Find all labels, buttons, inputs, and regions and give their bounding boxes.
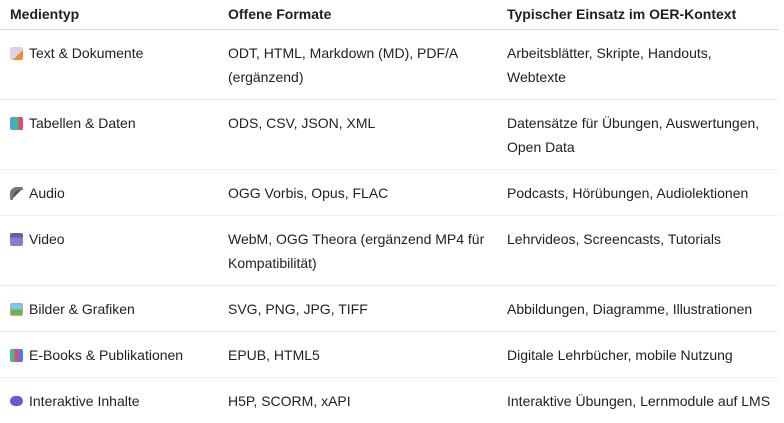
media-type: Interaktive Inhalte <box>29 393 140 409</box>
usage-cell: Digitale Lehrbücher, mobile Nutzung <box>497 332 778 378</box>
formats-cell: WebM, OGG Theora (ergänzend MP4 für Komp… <box>218 216 497 286</box>
usage-cell: Interaktive Übungen, Lernmodule auf LMS <box>497 378 778 423</box>
memo-icon <box>10 47 23 60</box>
formats-cell: ODS, CSV, JSON, XML <box>218 100 497 170</box>
table-row: Tabellen & Daten ODS, CSV, JSON, XML Dat… <box>0 100 778 170</box>
table-row: Audio OGG Vorbis, Opus, FLAC Podcasts, H… <box>0 170 778 216</box>
media-type: Audio <box>29 185 65 201</box>
microphone-icon <box>10 187 23 200</box>
media-type-cell: Video <box>0 216 218 286</box>
formats-cell: OGG Vorbis, Opus, FLAC <box>218 170 497 216</box>
media-type-cell: Text & Dokumente <box>0 30 218 100</box>
formats-cell: ODT, HTML, Markdown (MD), PDF/A (ergänze… <box>218 30 497 100</box>
media-type-cell: E-Books & Publikationen <box>0 332 218 378</box>
media-type: Bilder & Grafiken <box>29 301 135 317</box>
media-type-cell: Bilder & Grafiken <box>0 286 218 332</box>
formats-cell: H5P, SCORM, xAPI <box>218 378 497 423</box>
media-type: Video <box>29 231 65 247</box>
header-row: Medientyp Offene Formate Typischer Einsa… <box>0 0 778 30</box>
media-type-cell: Audio <box>0 170 218 216</box>
formats-cell: EPUB, HTML5 <box>218 332 497 378</box>
books-icon <box>10 349 23 362</box>
header-medientyp: Medientyp <box>0 0 218 30</box>
game-controller-icon <box>10 396 23 406</box>
table-row: Text & Dokumente ODT, HTML, Markdown (MD… <box>0 30 778 100</box>
header-einsatz: Typischer Einsatz im OER-Kontext <box>497 0 778 30</box>
usage-cell: Abbildungen, Diagramme, Illustrationen <box>497 286 778 332</box>
media-type: Text & Dokumente <box>29 45 143 61</box>
media-type-cell: Interaktive Inhalte <box>0 378 218 423</box>
bar-chart-icon <box>10 117 23 130</box>
media-type: Tabellen & Daten <box>29 115 136 131</box>
clapper-board-icon <box>10 233 23 246</box>
header-offene-formate: Offene Formate <box>218 0 497 30</box>
usage-cell: Podcasts, Hörübungen, Audiolektionen <box>497 170 778 216</box>
table-row: Bilder & Grafiken SVG, PNG, JPG, TIFF Ab… <box>0 286 778 332</box>
table-row: Video WebM, OGG Theora (ergänzend MP4 fü… <box>0 216 778 286</box>
media-type-cell: Tabellen & Daten <box>0 100 218 170</box>
media-type: E-Books & Publikationen <box>29 347 183 363</box>
table-row: E-Books & Publikationen EPUB, HTML5 Digi… <box>0 332 778 378</box>
table-row: Interaktive Inhalte H5P, SCORM, xAPI Int… <box>0 378 778 423</box>
usage-cell: Arbeitsblätter, Skripte, Handouts, Webte… <box>497 30 778 100</box>
usage-cell: Datensätze für Übungen, Auswertungen, Op… <box>497 100 778 170</box>
usage-cell: Lehrvideos, Screencasts, Tutorials <box>497 216 778 286</box>
formats-cell: SVG, PNG, JPG, TIFF <box>218 286 497 332</box>
framed-picture-icon <box>10 303 23 316</box>
